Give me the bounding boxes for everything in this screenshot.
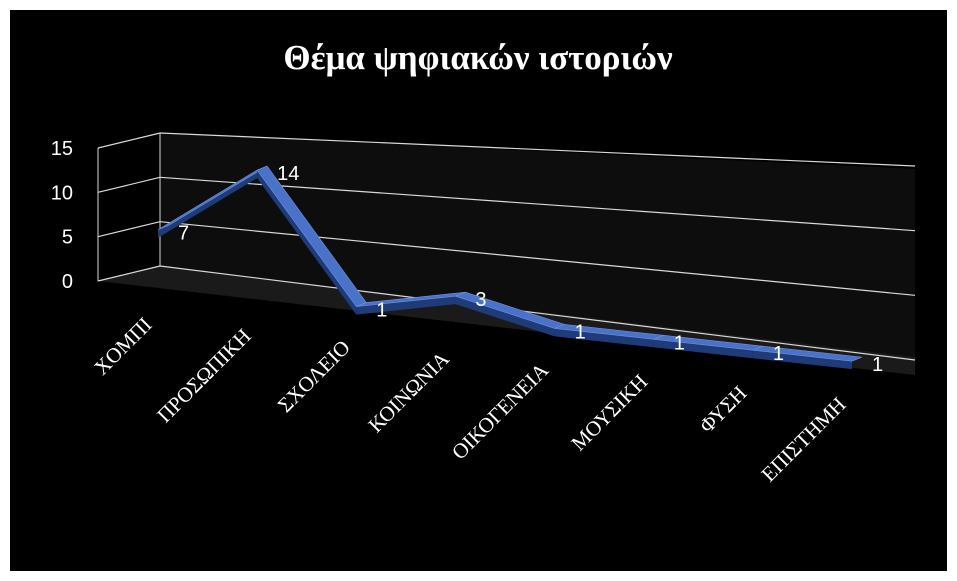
x-category-label: ΕΠΙΣΤΗΜΗ bbox=[756, 392, 850, 486]
data-label: 1 bbox=[376, 300, 387, 322]
data-ribbon bbox=[157, 165, 863, 370]
x-category-label: ΠΡΟΣΩΠΙΚΗ bbox=[152, 324, 255, 427]
ribbon-segment-side bbox=[455, 296, 555, 337]
ribbon-segment-side bbox=[752, 350, 852, 370]
back-wall bbox=[160, 133, 915, 357]
gridline-side bbox=[97, 265, 161, 282]
x-category-label: ΚΟΙΝΩΝΙΑ bbox=[363, 346, 454, 437]
gridline bbox=[159, 132, 916, 167]
y-axis-ticks: 0 5 10 15 bbox=[51, 138, 73, 293]
data-label: 1 bbox=[872, 354, 883, 376]
gridlines bbox=[97, 132, 916, 361]
y-tick-label: 5 bbox=[62, 227, 73, 249]
gridline bbox=[159, 176, 916, 232]
x-category-label: ΜΟΥΣΙΚΗ bbox=[566, 370, 652, 456]
x-category-label: ΦΥΣΗ bbox=[695, 381, 752, 438]
gridline bbox=[159, 221, 916, 296]
data-label: 3 bbox=[475, 289, 486, 311]
data-label: 1 bbox=[773, 343, 784, 365]
y-tick-label: 0 bbox=[62, 271, 73, 293]
data-label: 7 bbox=[178, 223, 189, 245]
gridline bbox=[159, 265, 916, 361]
data-label: 1 bbox=[674, 332, 685, 354]
chart-walls bbox=[98, 133, 915, 375]
gridline-side bbox=[97, 176, 161, 193]
data-label: 1 bbox=[575, 321, 586, 343]
gridline-side bbox=[97, 132, 161, 149]
ribbon-segment-side bbox=[257, 170, 357, 315]
ribbon-segment bbox=[752, 345, 863, 362]
x-category-label: ΧΟΜΠΙ bbox=[89, 312, 156, 379]
x-category-label: ΟΙΚΟΓΕΝΕΙΑ bbox=[447, 358, 554, 465]
chart-title: Θέμα ψηφιακών ιστοριών bbox=[283, 38, 673, 77]
ribbon-segment-side bbox=[554, 328, 654, 348]
gridline-side bbox=[97, 221, 161, 238]
y-tick-label: 10 bbox=[51, 182, 73, 204]
ribbon-segment-side bbox=[653, 339, 753, 359]
ribbon-segment-side bbox=[356, 296, 456, 315]
y-tick-label: 15 bbox=[51, 138, 73, 160]
chart-frame: Θέμα ψηφιακών ιστοριών 0 5 10 15 7 14 1 3 1 1 1 1 … bbox=[10, 10, 947, 571]
data-label: 14 bbox=[277, 163, 299, 185]
x-category-label: ΣΧΟΛΕΙΟ bbox=[273, 335, 355, 417]
data-labels: 7 14 1 3 1 1 1 1 bbox=[178, 163, 883, 376]
